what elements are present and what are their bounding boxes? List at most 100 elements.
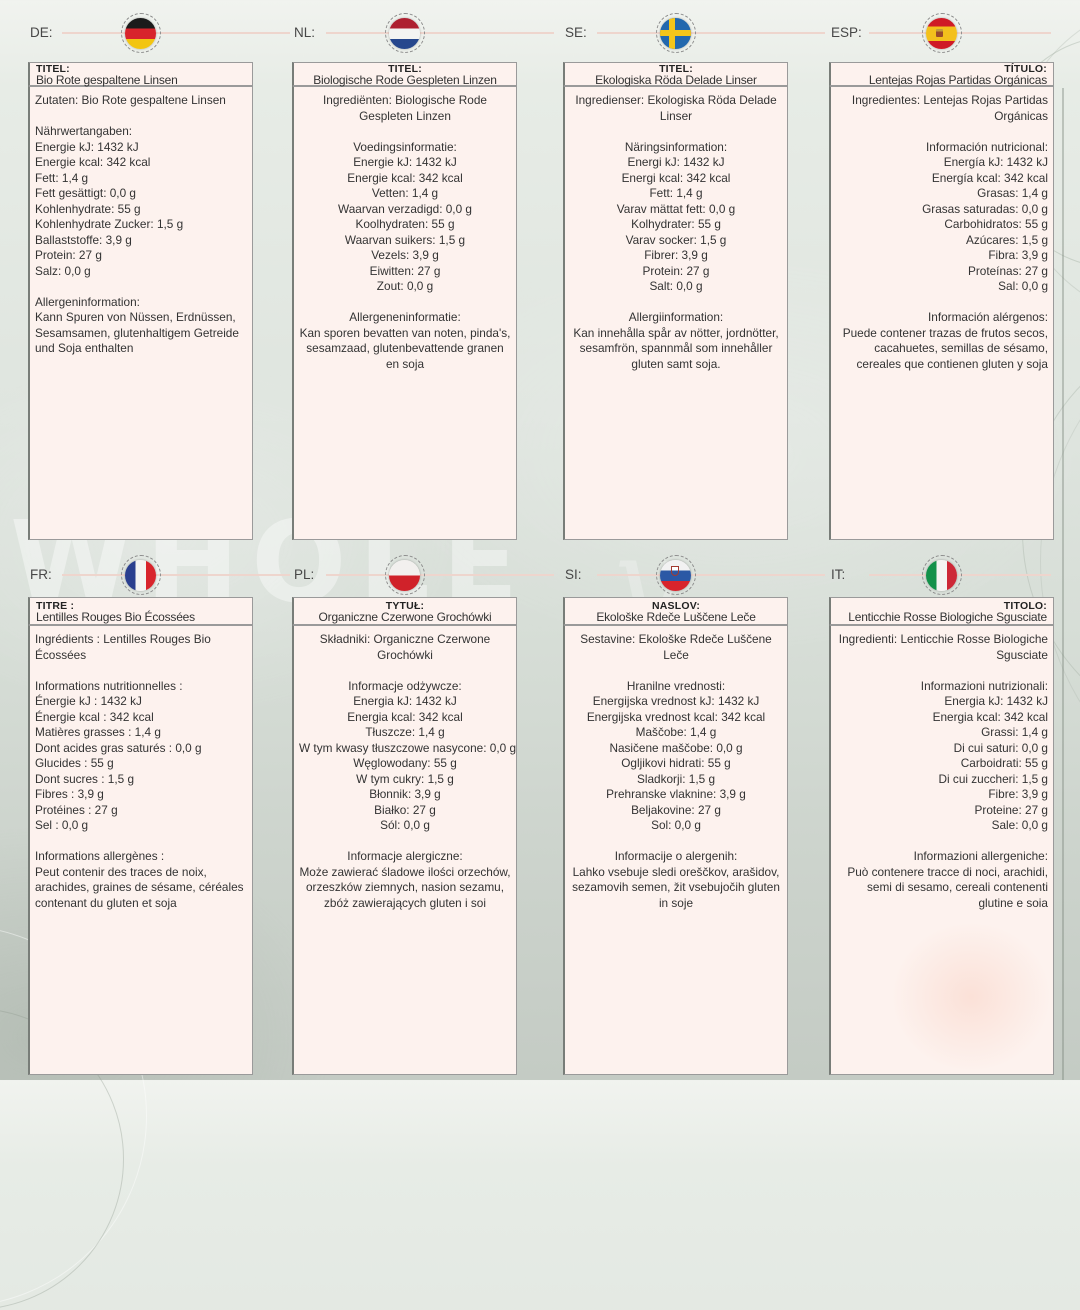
nutrition-line: Azúcares: 1,5 g (966, 232, 1048, 247)
nutrition-line: Błonnik: 3,9 g (369, 787, 441, 801)
nutrition-line: Kohlenhydrate: 55 g (35, 201, 141, 216)
poland-flag-icon (384, 555, 425, 595)
ingredients-text: Ingredientes: Lentejas Rojas Partidas Or… (851, 93, 1048, 123)
product-title: Ekologiska Röda Delade Linser (595, 73, 757, 87)
nutrition-line: Nasičene maščobe: 0,0 g (609, 740, 743, 755)
nutrition-line: Fett: 1,4 g (35, 170, 89, 185)
divider-line (326, 574, 554, 576)
nutrition-line: Energie kJ: 1432 kJ (353, 155, 457, 169)
nutrition-line: Koolhydraten: 55 g (355, 217, 455, 231)
title-box: TÍTULO: Lentejas Rojas Partidas Orgánica… (829, 62, 1054, 87)
nutrition-header: Informacje odżywcze: (348, 678, 462, 693)
nutrition-line: Proteínas: 27 g (967, 263, 1048, 278)
nutrition-line: Sel : 0,0 g (35, 818, 89, 832)
title-box: TITEL: Ekologiska Röda Delade Linser (563, 62, 788, 87)
nutrition-line: Matières grasses : 1,4 g (35, 725, 161, 739)
language-label: PL: (294, 567, 315, 582)
sheet-edge-line (1062, 88, 1064, 1080)
nutrition-header: Voedingsinformatie: (353, 139, 457, 154)
nutrition-line: Protein: 27 g (35, 248, 102, 262)
allergen-text: Lahko vsebuje sledi oreščkov, arašidov, … (572, 864, 780, 910)
nutrition-line: Prehranske vlaknine: 3,9 g (606, 787, 746, 801)
nutrition-line: Varav socker: 1,5 g (625, 232, 727, 247)
nutrition-line: Białko: 27 g (374, 802, 436, 817)
label-content: Zutaten: Bio Rote gespaltene Linsen Nähr… (28, 86, 253, 540)
nutrition-line: Dont acides gras saturés : 0,0 g (35, 740, 202, 755)
divider-line (597, 32, 825, 34)
title-label: TITEL: (36, 63, 70, 75)
ingredients-text: Ingredienser: Ekologiska Röda Delade Lin… (575, 93, 777, 123)
nutrition-line: Energi kJ: 1432 kJ (627, 155, 725, 169)
product-title: Lentilles Rouges Bio Écossées (36, 610, 195, 624)
title-label: TITEL: (388, 63, 422, 75)
nutrition-header: Näringsinformation: (624, 139, 728, 154)
nutrition-line: Sal: 0,0 g (998, 279, 1048, 293)
allergen-text: Kan innehålla spår av nötter, jordnötter… (573, 325, 779, 371)
nutrition-line: Carbohidratos: 55 g (944, 217, 1048, 231)
nutrition-line: Fibrer: 3,9 g (644, 248, 708, 262)
allergen-header: Informacije o alergenih: (614, 849, 738, 863)
nutrition-line: Ogljikovi hidrati: 55 g (621, 756, 731, 770)
nutrition-line: Dont sucres : 1,5 g (35, 771, 135, 786)
france-flag-icon (120, 555, 161, 595)
allergen-header: Allergeninformation: (35, 294, 140, 309)
title-label: TYTUŁ: (385, 600, 425, 612)
label-content: Ingredienti: Lenticchie Rosse Biologiche… (829, 625, 1054, 1075)
netherlands-flag-icon (384, 13, 425, 53)
nutrition-line: Vetten: 1,4 g (371, 186, 439, 200)
nutrition-line: Waarvan verzadigd: 0,0 g (338, 201, 472, 216)
allergen-header: Informazioni allergeniche: (913, 849, 1048, 863)
ingredients-text: Składniki: Organiczne Czerwone Grochówki (319, 632, 491, 662)
allergen-text: Può contenere tracce di noci, arachidi, … (847, 864, 1048, 910)
divider-line (326, 32, 554, 34)
nutrition-line: Zout: 0,0 g (376, 279, 434, 293)
nutrition-line: Proteine: 27 g (974, 802, 1048, 817)
nutrition-list: Energie kJ: 1432 kJ Energie kcal: 342 kca… (35, 140, 247, 280)
nutrition-line: Energi kcal: 342 kcal (621, 170, 731, 185)
nutrition-header: Informations nutritionnelles : (35, 678, 183, 693)
nutrition-line: W tym kwasy tłuszczowe nasycone: 0,0 g (299, 740, 517, 755)
nutrition-line: Fibres : 3,9 g (35, 787, 104, 801)
title-box: NASLOV: Ekološke Rdeče Luščene Leče (563, 597, 788, 625)
title-box: TYTUŁ: Organiczne Czerwone Grochówki (292, 597, 517, 625)
language-label: SI: (565, 567, 582, 582)
nutrition-line: Energia kJ: 1432 kJ (353, 694, 457, 708)
ingredients-text: Zutaten: Bio Rote gespaltene Linsen (35, 93, 226, 107)
title-label: TITRE : (36, 600, 75, 612)
nutrition-line: Energia kcal: 342 kcal (932, 709, 1048, 724)
italy-flag-icon (921, 555, 962, 595)
nutrition-line: Fett: 1,4 g (649, 186, 703, 200)
spain-flag-icon (921, 13, 962, 53)
nutrition-line: Węglowodany: 55 g (353, 756, 457, 770)
nutrition-line: Protéines : 27 g (35, 802, 118, 817)
nutrition-line: Salt: 0,0 g (649, 279, 703, 293)
nutrition-line: Sól: 0,0 g (380, 818, 430, 832)
nutrition-line: Grasas: 1,4 g (977, 186, 1048, 200)
language-label: NL: (294, 25, 316, 40)
allergen-text: Puede contener trazas de frutos secos, c… (842, 325, 1048, 371)
nutrition-line: Energia kcal: 342 kcal (347, 709, 463, 724)
nutrition-header: Nährwertangaben: (35, 124, 133, 138)
product-title: Lenticchie Rosse Biologiche Sgusciate (848, 610, 1047, 624)
nutrition-line: Sladkorji: 1,5 g (636, 771, 716, 786)
product-title: Bio Rote gespaltene Linsen (36, 73, 178, 87)
title-label: TÍTULO: (1004, 63, 1047, 75)
nutrition-line: Energie kcal: 342 kcal (35, 155, 151, 169)
allergen-header: Informacje alergiczne: (347, 849, 463, 863)
allergen-header: Allergeneninformatie: (349, 310, 461, 324)
nutrition-line: Salz: 0,0 g (35, 263, 91, 278)
product-title: Biologische Rode Gespleten Linzen (313, 73, 497, 87)
title-box: TITRE : Lentilles Rouges Bio Écossées (28, 597, 253, 625)
nutrition-line: Maščobe: 1,4 g (635, 725, 717, 739)
nutrition-line: Kohlenhydrate Zucker: 1,5 g (35, 217, 184, 231)
label-content: Ingrediënten: Biologische Rode Gespleten… (292, 86, 517, 540)
nutrition-line: Di cui saturi: 0,0 g (953, 740, 1048, 755)
nutrition-line: Eiwitten: 27 g (369, 263, 441, 278)
nutrition-header: Informazioni nutrizionali: (920, 678, 1048, 693)
title-box: TITEL: Bio Rote gespaltene Linsen (28, 62, 253, 87)
nutrition-line: Energijska vrednost kJ: 1432 kJ (592, 694, 760, 708)
ingredients-text: Ingredienti: Lenticchie Rosse Biologiche… (838, 632, 1048, 662)
nutrition-line: Kolhydrater: 55 g (631, 217, 721, 231)
slovenia-flag-icon (655, 555, 696, 595)
label-content: Sestavine: Ekološke Rdeče Luščene Leče H… (563, 625, 788, 1075)
